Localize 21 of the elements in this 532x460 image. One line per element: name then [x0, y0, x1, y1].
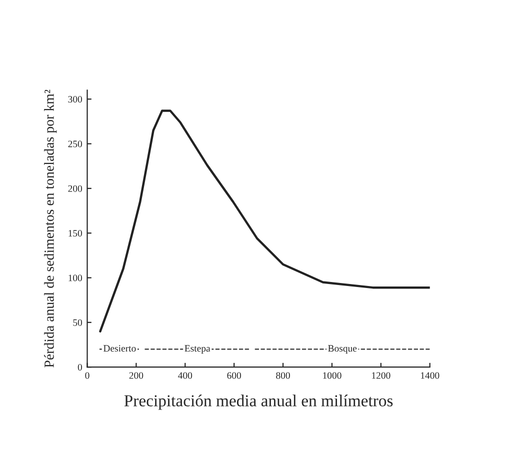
- y-tick-label: 200: [68, 185, 82, 192]
- x-tick-label: 1200: [372, 372, 390, 379]
- line-series: [99, 110, 430, 332]
- x-tick-label: 800: [276, 372, 290, 379]
- x-axis-title: Precipitación media anual en milímetros: [124, 394, 393, 410]
- x-tick-label: 1400: [420, 372, 440, 379]
- y-axis-title: Pérdida anual de sedimentos en toneladas por km²: [44, 90, 57, 368]
- x-tick-label: 200: [129, 372, 144, 379]
- series-label: Estepa: [184, 345, 210, 354]
- y-tick-label: 100: [68, 274, 82, 282]
- x-tick-label: 400: [178, 372, 192, 379]
- y-tick-label: 300: [68, 96, 82, 103]
- series-label: Bosque: [328, 345, 357, 354]
- y-tick-label: 0: [78, 364, 82, 371]
- x-tick-label: 600: [227, 372, 241, 379]
- y-tick-label: 50: [73, 319, 82, 326]
- series-label: Desierto: [103, 345, 136, 352]
- y-tick-label: 150: [68, 230, 82, 237]
- x-tick-label: 1000: [323, 372, 342, 379]
- x-tick-label: 0: [85, 372, 90, 379]
- y-tick-label: 250: [68, 140, 82, 148]
